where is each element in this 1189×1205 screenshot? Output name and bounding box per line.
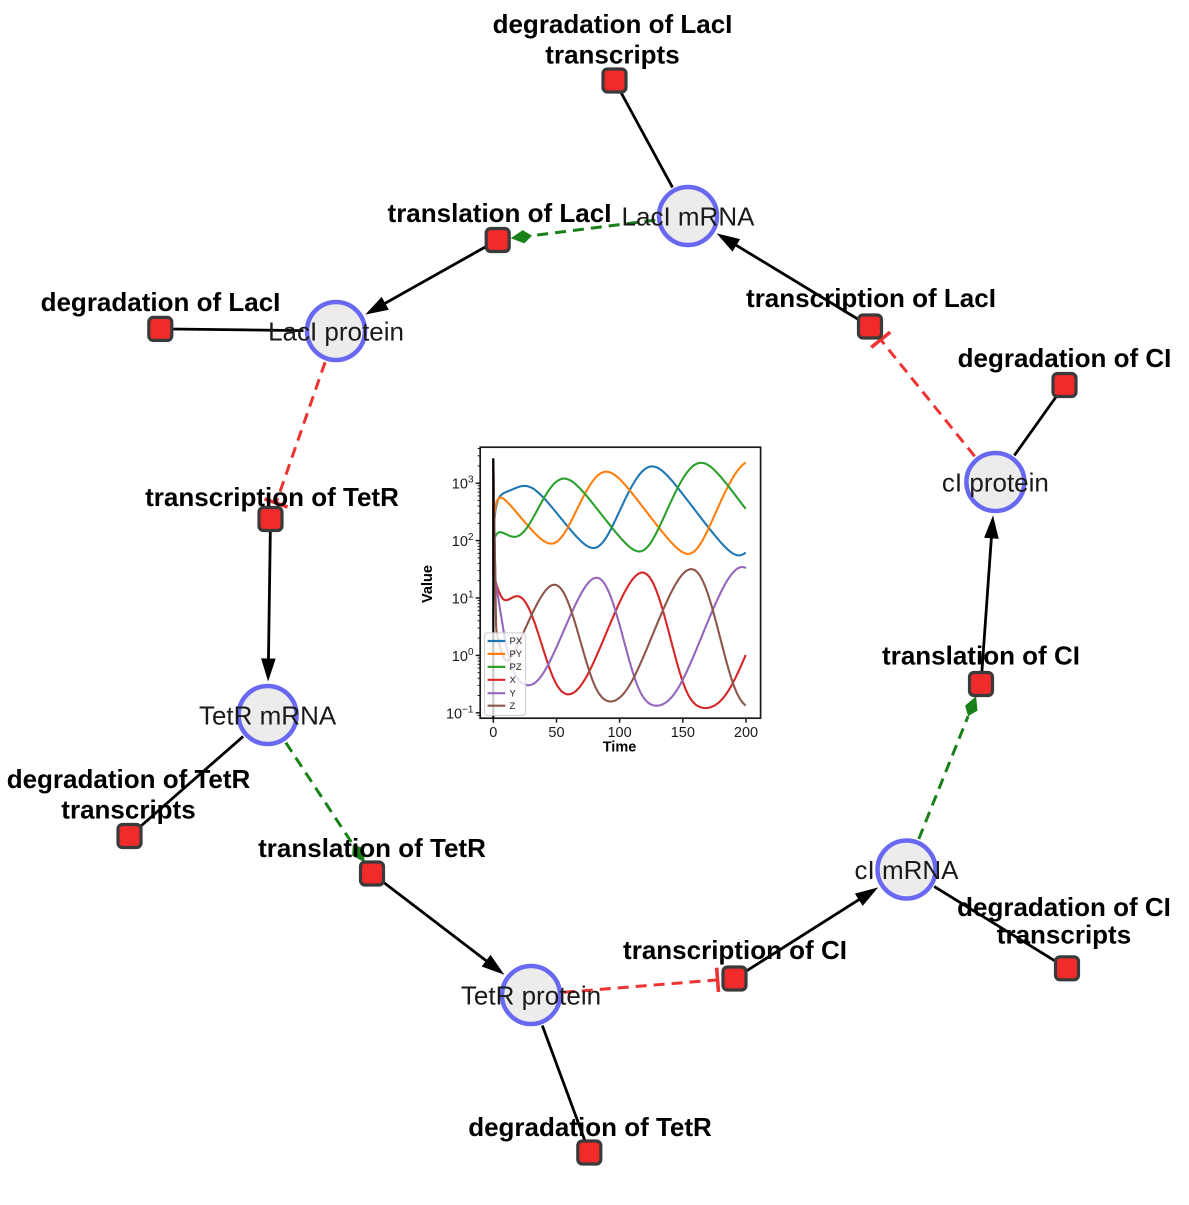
svg-text:translation of LacI: translation of LacI [388, 198, 612, 228]
svg-text:Y: Y [510, 688, 517, 699]
svg-text:transcripts: transcripts [997, 920, 1131, 950]
svg-text:cI protein: cI protein [942, 468, 1049, 498]
svg-text:LacI mRNA: LacI mRNA [622, 202, 756, 232]
svg-text:PY: PY [510, 649, 523, 660]
svg-text:transcripts: transcripts [545, 39, 679, 69]
svg-text:TetR mRNA: TetR mRNA [199, 701, 337, 731]
svg-text:transcription of CI: transcription of CI [623, 935, 847, 965]
svg-text:Time: Time [603, 740, 637, 756]
svg-text:Value: Value [420, 565, 436, 603]
svg-text:translation of TetR: translation of TetR [258, 833, 486, 863]
svg-text:X: X [510, 675, 517, 686]
svg-text:degradation of CI: degradation of CI [958, 343, 1172, 373]
svg-text:PX: PX [510, 636, 523, 647]
svg-text:TetR protein: TetR protein [461, 981, 601, 1011]
svg-text:LacI protein: LacI protein [268, 317, 404, 347]
svg-text:150: 150 [671, 725, 695, 741]
svg-text:0: 0 [489, 725, 497, 741]
svg-text:cI mRNA: cI mRNA [855, 855, 960, 885]
svg-text:200: 200 [734, 725, 758, 741]
svg-text:PZ: PZ [510, 662, 522, 673]
svg-text:transcription of LacI: transcription of LacI [746, 283, 996, 313]
svg-text:50: 50 [548, 725, 564, 741]
svg-text:degradation of TetR: degradation of TetR [7, 764, 251, 794]
svg-text:Z: Z [510, 701, 516, 712]
svg-text:100: 100 [607, 725, 631, 741]
svg-text:degradation of LacI: degradation of LacI [41, 287, 281, 317]
svg-text:translation of CI: translation of CI [882, 640, 1080, 670]
svg-text:degradation of LacI: degradation of LacI [493, 9, 733, 39]
svg-text:transcripts: transcripts [61, 794, 195, 824]
svg-text:degradation of CI: degradation of CI [957, 892, 1171, 922]
svg-text:degradation of TetR: degradation of TetR [468, 1112, 712, 1142]
svg-text:transcription of TetR: transcription of TetR [145, 482, 399, 512]
